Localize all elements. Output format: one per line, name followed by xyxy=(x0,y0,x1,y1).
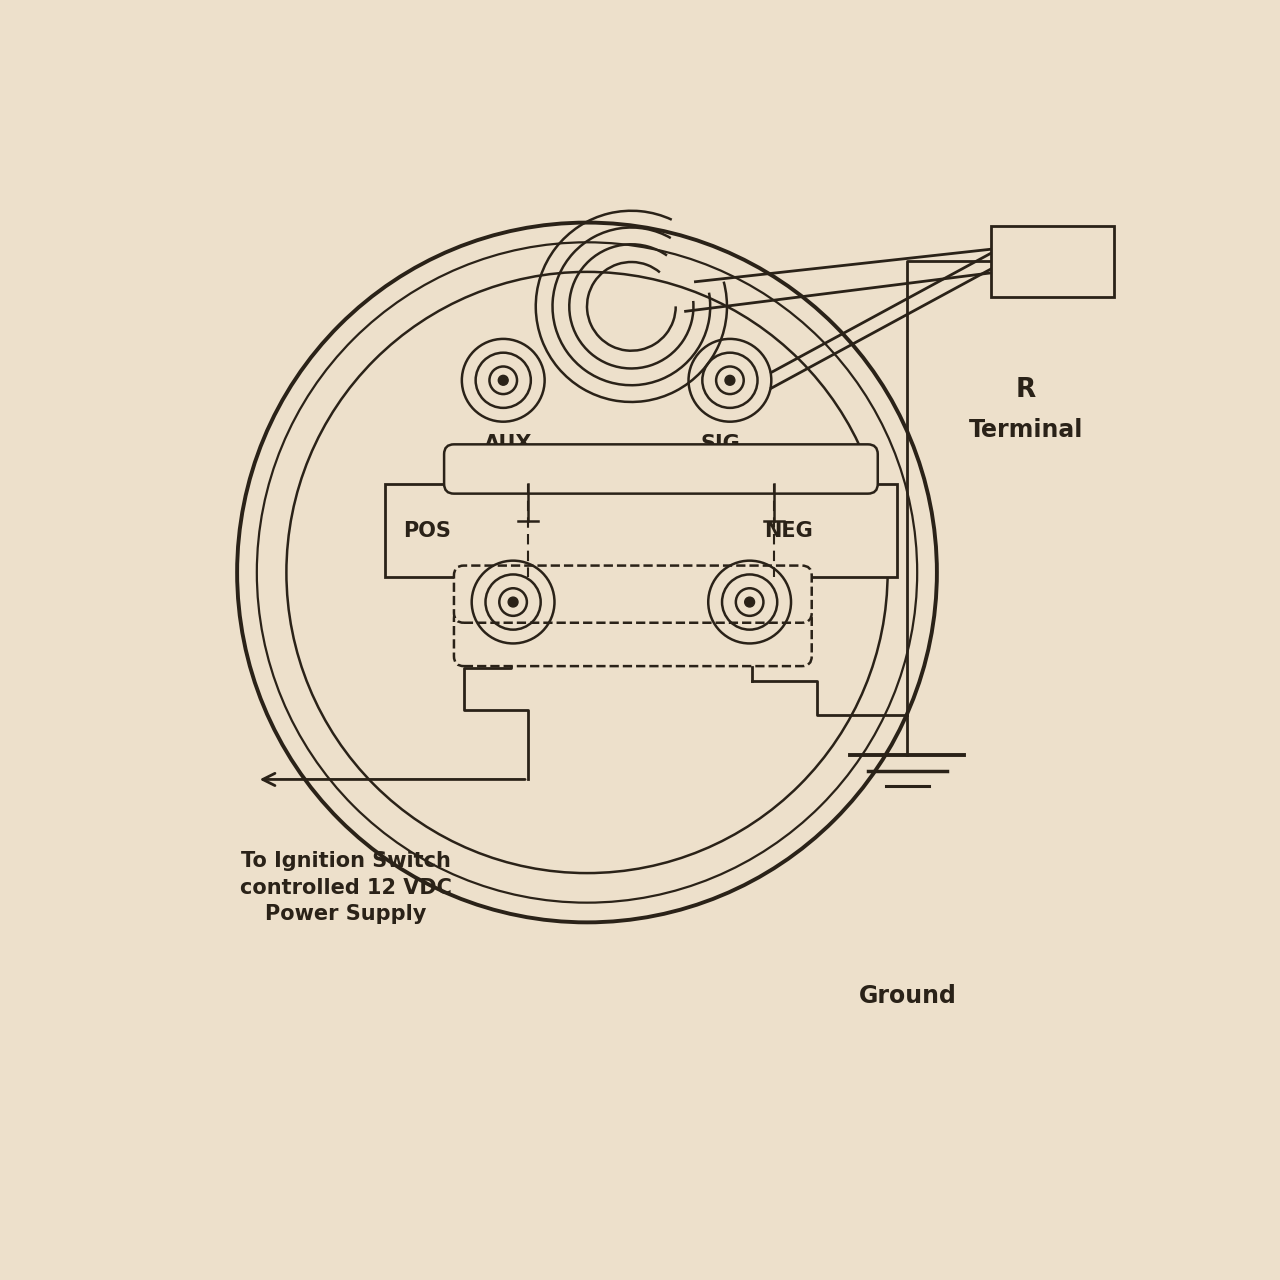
Text: Terminal: Terminal xyxy=(969,417,1083,442)
Text: POS: POS xyxy=(403,521,451,540)
Text: R: R xyxy=(1015,378,1036,403)
FancyBboxPatch shape xyxy=(444,444,878,494)
Circle shape xyxy=(745,596,754,607)
Circle shape xyxy=(498,375,508,385)
Text: To Ignition Switch
controlled 12 VDC
Power Supply: To Ignition Switch controlled 12 VDC Pow… xyxy=(239,851,452,924)
Circle shape xyxy=(508,596,518,607)
Bar xyxy=(385,484,897,577)
Text: NEG: NEG xyxy=(764,521,813,540)
Text: Ground: Ground xyxy=(859,984,956,1009)
Text: SIG: SIG xyxy=(700,434,740,454)
FancyBboxPatch shape xyxy=(454,566,812,623)
Circle shape xyxy=(724,375,735,385)
Bar xyxy=(991,225,1115,297)
FancyBboxPatch shape xyxy=(454,609,812,666)
Text: AUX: AUX xyxy=(484,434,532,454)
